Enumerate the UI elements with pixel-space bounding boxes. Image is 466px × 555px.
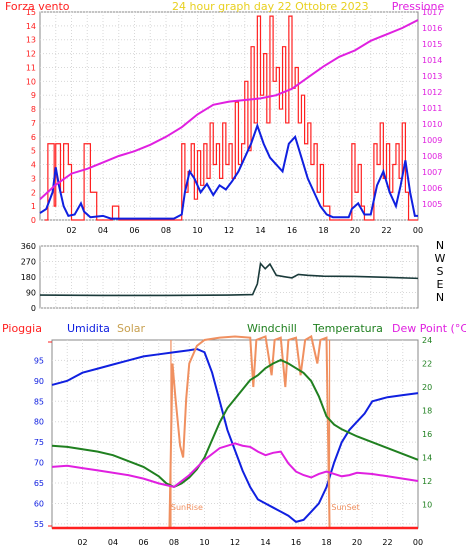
bottom-legend-label: Umidita [67, 322, 110, 335]
bottom-x-tick-label: 18 [321, 538, 331, 547]
top-x-tick-label: 00 [413, 226, 423, 235]
bottom-x-tick-label: 14 [260, 538, 270, 547]
top-left-tick-label: 5 [31, 147, 36, 156]
top-chart-title: 24 hour graph day 22 Ottobre 2023 [172, 0, 369, 13]
top-right-axis-label: Pressione [392, 0, 445, 13]
compass-label: S [437, 265, 444, 278]
top-right-tick-label: 1014 [422, 56, 442, 65]
top-right-tick-label: 1012 [422, 88, 442, 97]
top-series-1 [39, 122, 418, 220]
top-x-tick-label: 12 [224, 226, 234, 235]
top-right-tick-label: 1015 [422, 40, 442, 49]
mid-series-0 [39, 261, 419, 297]
top-x-tick-label: 22 [381, 226, 391, 235]
sun-event-label: SunSet [331, 503, 359, 512]
bottom-left-tick-label: 80 [34, 418, 44, 427]
bottom-legend-label: Dew Point (°C) [392, 322, 466, 335]
bottom-series-2 [51, 358, 419, 488]
sun-event-label: SunRise [171, 503, 203, 512]
bottom-x-tick-label: 20 [352, 538, 362, 547]
compass-label: N [436, 239, 444, 252]
top-right-tick-label: 1010 [422, 120, 442, 129]
top-x-tick-label: 02 [66, 226, 76, 235]
top-right-tick-label: 1011 [422, 104, 442, 113]
bottom-x-tick-label: 00 [413, 538, 423, 547]
top-left-tick-label: 11 [26, 63, 36, 72]
bottom-right-tick-label: 20 [422, 383, 432, 392]
bottom-series-1 [52, 334, 418, 529]
top-left-tick-label: 6 [31, 133, 36, 142]
bottom-left-tick-label: 70 [34, 459, 44, 468]
top-right-tick-label: 1008 [422, 152, 442, 161]
mid-y-tick-label: 90 [26, 289, 36, 298]
top-left-tick-label: 12 [26, 50, 36, 59]
mid-y-tick-label: 270 [21, 258, 36, 267]
top-right-tick-label: 1006 [422, 184, 442, 193]
top-x-tick-label: 14 [255, 226, 265, 235]
top-series-2 [39, 19, 419, 200]
top-x-tick-label: 20 [350, 226, 360, 235]
bottom-right-tick-label: 22 [422, 360, 432, 369]
top-left-tick-label: 0 [31, 216, 36, 225]
bottom-x-tick-label: 08 [169, 538, 179, 547]
top-right-tick-label: 1013 [422, 72, 442, 81]
top-right-tick-label: 1005 [422, 200, 442, 209]
bottom-legend-label: Windchill [247, 322, 297, 335]
top-x-tick-label: 08 [161, 226, 171, 235]
bottom-x-tick-label: 06 [138, 538, 148, 547]
top-left-tick-label: 13 [26, 36, 36, 45]
bottom-left-tick-label: 65 [34, 479, 44, 488]
top-x-tick-label: 06 [129, 226, 139, 235]
compass-label: E [437, 278, 444, 291]
bottom-right-tick-label: 10 [422, 501, 432, 510]
bottom-legend-label: Solar [117, 322, 146, 335]
bottom-left-tick-label: 90 [34, 377, 44, 386]
top-left-axis-label: Forza vento [5, 0, 70, 13]
top-x-tick-label: 04 [98, 226, 108, 235]
top-left-tick-label: 8 [31, 105, 36, 114]
bottom-right-tick-label: 18 [422, 407, 432, 416]
top-left-tick-label: 9 [31, 91, 36, 100]
bottom-left-tick-label: 55 [34, 520, 44, 529]
top-right-tick-label: 1016 [422, 24, 442, 33]
bottom-right-tick-label: 12 [422, 477, 432, 486]
top-left-tick-label: 15 [26, 8, 36, 17]
bottom-left-tick-label: 85 [34, 397, 44, 406]
bottom-x-tick-label: 22 [382, 538, 392, 547]
top-left-tick-label: 3 [31, 174, 36, 183]
bottom-x-tick-label: 04 [108, 538, 118, 547]
bottom-x-tick-label: 12 [230, 538, 240, 547]
top-left-tick-label: 1 [31, 202, 36, 211]
mid-y-tick-label: 180 [21, 273, 36, 282]
compass-label: W [435, 252, 446, 265]
bottom-right-tick-label: 24 [422, 336, 432, 345]
bottom-left-tick-label: 95 [34, 356, 44, 365]
bottom-right-tick-label: 14 [422, 454, 432, 463]
top-right-tick-label: 1009 [422, 136, 442, 145]
bottom-legend-label: Pioggia [2, 322, 42, 335]
mid-y-tick-label: 360 [21, 242, 36, 251]
top-left-tick-label: 7 [31, 119, 36, 128]
bottom-legend-label: Temperatura [312, 322, 383, 335]
top-left-tick-label: 10 [26, 77, 36, 86]
bottom-x-tick-label: 16 [291, 538, 301, 547]
top-left-tick-label: 2 [31, 188, 36, 197]
mid-y-tick-label: 0 [31, 304, 36, 313]
bottom-left-tick-label: 60 [34, 499, 44, 508]
bottom-series-3 [51, 442, 419, 488]
top-right-tick-label: 1017 [422, 8, 442, 17]
top-right-tick-label: 1007 [422, 168, 442, 177]
top-x-tick-label: 18 [318, 226, 328, 235]
bottom-x-tick-label: 02 [77, 538, 87, 547]
bottom-left-tick-label: 75 [34, 438, 44, 447]
top-x-tick-label: 10 [192, 226, 202, 235]
compass-label: N [436, 291, 444, 304]
top-x-tick-label: 16 [287, 226, 297, 235]
top-left-tick-label: 4 [31, 161, 36, 170]
top-left-tick-label: 14 [26, 22, 36, 31]
bottom-x-tick-label: 10 [199, 538, 209, 547]
bottom-right-tick-label: 16 [422, 430, 432, 439]
